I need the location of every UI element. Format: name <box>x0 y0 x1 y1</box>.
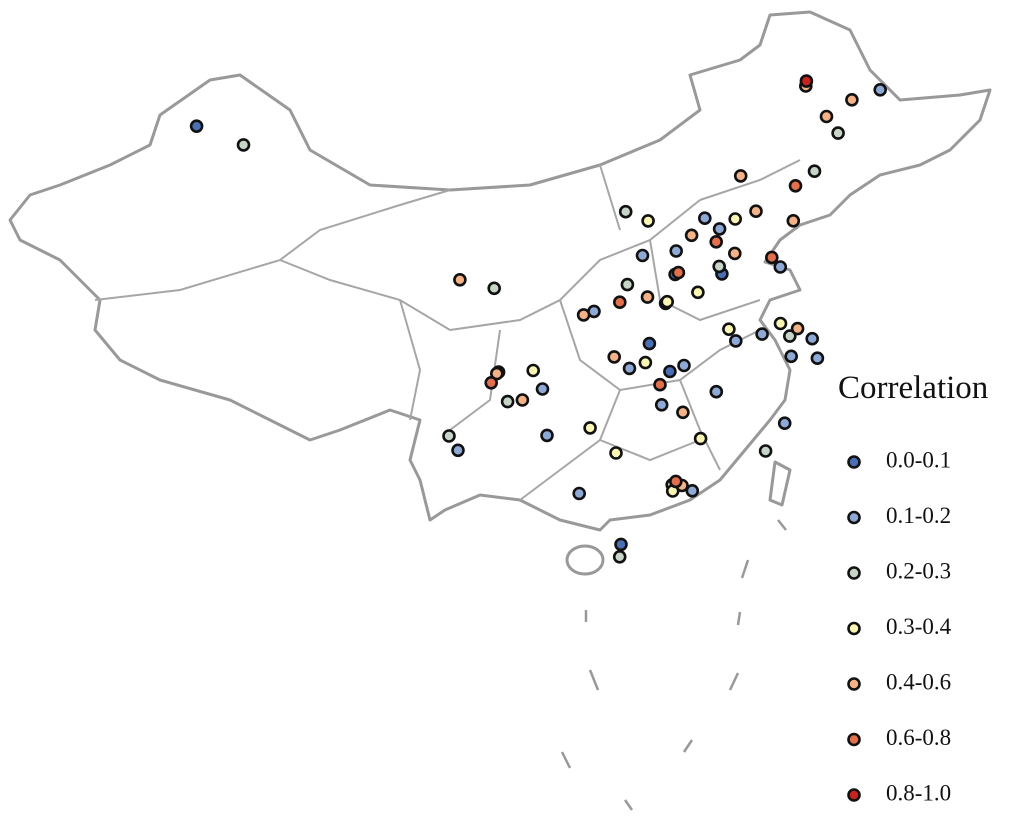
station <box>660 294 675 309</box>
station <box>805 331 820 346</box>
station <box>635 248 650 263</box>
station <box>697 211 712 225</box>
station <box>576 308 591 322</box>
station <box>819 109 834 124</box>
legend-label: 0.8-1.0 <box>886 780 951 805</box>
station <box>709 235 724 249</box>
legend-swatch <box>847 455 861 469</box>
station <box>722 322 736 337</box>
station <box>484 375 499 390</box>
station <box>609 446 623 460</box>
station <box>784 349 799 364</box>
station <box>526 363 541 378</box>
station <box>749 204 763 218</box>
station <box>677 358 691 373</box>
station <box>653 377 667 392</box>
legend: Correlation 0.0-0.1 0.1-0.2 0.2-0.3 0.3-0.4… <box>838 370 988 805</box>
legend-label: 0.0-0.1 <box>886 447 951 472</box>
station <box>758 444 773 458</box>
hainan <box>565 544 605 576</box>
station <box>668 474 683 489</box>
legend-swatch <box>847 677 861 691</box>
legend-swatch <box>847 566 861 580</box>
legend-swatch <box>847 510 861 525</box>
station <box>654 397 669 412</box>
station <box>442 429 456 443</box>
station <box>236 138 251 152</box>
station <box>773 260 788 274</box>
station <box>810 351 825 366</box>
legend-label: 0.4-0.6 <box>886 669 951 694</box>
station <box>189 119 204 133</box>
station <box>500 394 515 409</box>
taiwan <box>768 460 792 507</box>
station <box>487 281 502 296</box>
station <box>622 361 637 376</box>
legend-swatch <box>847 788 861 802</box>
station <box>669 244 684 258</box>
station <box>515 393 530 407</box>
stations <box>189 74 888 564</box>
station <box>755 327 769 341</box>
station <box>733 169 748 183</box>
station <box>685 483 700 498</box>
station <box>712 259 727 274</box>
station <box>671 265 686 280</box>
station <box>873 83 888 97</box>
station <box>799 74 814 88</box>
station <box>535 382 550 396</box>
basemap <box>8 10 992 811</box>
station <box>572 486 587 501</box>
legend-label: 0.1-0.2 <box>886 503 951 528</box>
station <box>642 336 657 351</box>
station <box>618 204 633 219</box>
legend-label: 0.3-0.4 <box>886 614 952 639</box>
station <box>612 295 627 310</box>
station <box>641 214 655 228</box>
nine-dash-line <box>560 519 787 811</box>
station <box>782 329 797 343</box>
station <box>638 355 653 370</box>
station <box>777 416 792 431</box>
station <box>693 431 708 446</box>
station <box>620 277 635 292</box>
legend-label: 0.6-0.8 <box>886 725 951 750</box>
station <box>684 228 699 243</box>
legend-swatch <box>847 621 861 636</box>
station <box>728 212 743 226</box>
station <box>790 321 805 336</box>
province-border <box>94 159 801 501</box>
legend-label: 0.2-0.3 <box>886 558 951 583</box>
station <box>845 93 859 107</box>
station <box>727 246 742 261</box>
station <box>663 364 677 379</box>
station <box>691 285 705 300</box>
legend-title: Correlation <box>838 370 988 406</box>
station <box>764 250 779 265</box>
station <box>640 290 655 304</box>
country-outline <box>8 10 992 532</box>
station <box>583 421 597 435</box>
station <box>540 428 554 443</box>
station <box>709 384 724 399</box>
station <box>807 164 822 178</box>
station <box>773 316 788 331</box>
station <box>453 272 467 287</box>
station <box>831 126 845 140</box>
station <box>607 350 622 364</box>
station <box>712 222 727 236</box>
station <box>786 214 801 228</box>
legend-swatch <box>847 732 861 747</box>
station <box>728 334 743 348</box>
station <box>614 537 628 552</box>
station <box>451 443 465 458</box>
station <box>676 405 690 420</box>
station <box>612 549 627 564</box>
station <box>788 179 803 193</box>
